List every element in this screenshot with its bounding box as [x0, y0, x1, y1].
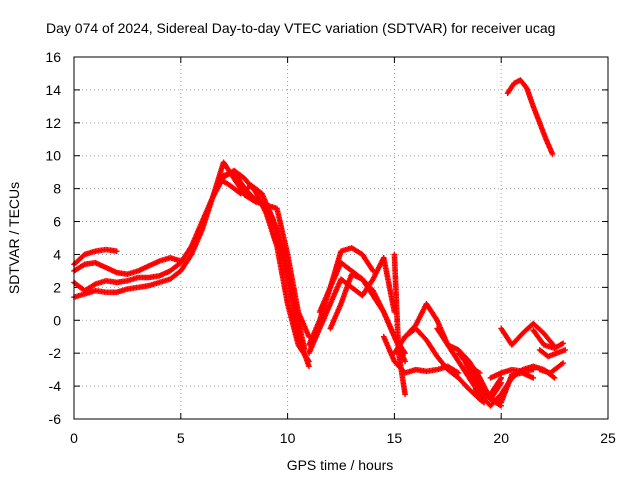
data-point — [560, 360, 566, 366]
data-point — [498, 380, 504, 386]
series-track-z — [536, 360, 566, 376]
data-point — [402, 358, 408, 365]
series-track-x — [530, 327, 566, 352]
y-tick-label: 4 — [53, 246, 61, 262]
data-point — [480, 398, 486, 405]
series-track-f — [216, 175, 308, 353]
plot-frame — [73, 56, 609, 420]
x-tick-label: 5 — [177, 430, 185, 446]
series-track-d — [71, 159, 312, 370]
y-tick-label: -4 — [49, 378, 62, 394]
data-point — [559, 361, 565, 367]
data-point — [306, 363, 312, 370]
axis-ticks: 0 5 10 15 20 25 -6 -4 -2 0 2 4 6 8 10 12 14 16 — [45, 49, 616, 446]
x-tick-label: 10 — [280, 430, 296, 446]
y-axis-label: SDTVAR / TECUs — [6, 182, 22, 294]
y-tick-label: 6 — [53, 214, 61, 230]
data-point — [481, 391, 487, 398]
data-point — [560, 340, 566, 347]
y-tick-label: 8 — [53, 181, 61, 197]
x-tick-label: 25 — [600, 430, 616, 446]
data-point — [530, 366, 537, 373]
data-point — [481, 399, 487, 406]
data-point — [402, 391, 408, 398]
y-tick-label: 12 — [45, 115, 61, 131]
data-marks — [71, 77, 569, 409]
data-point — [549, 151, 556, 157]
y-tick-label: 10 — [45, 148, 61, 164]
y-tick-label: 2 — [53, 279, 61, 295]
series-track-v — [464, 358, 487, 398]
y-tick-label: 0 — [53, 312, 61, 328]
y-tick-label: 16 — [45, 49, 61, 65]
series-track-w — [498, 320, 558, 350]
series-track-y — [536, 347, 569, 360]
data-point — [530, 375, 537, 381]
series-track-n — [391, 325, 504, 403]
series-track-r — [472, 386, 487, 406]
series-track-top — [504, 77, 556, 157]
y-tick-label: -2 — [49, 345, 62, 361]
data-point — [113, 248, 120, 254]
data-point — [498, 375, 504, 381]
data-point — [562, 347, 569, 353]
series-track-l — [380, 333, 462, 376]
series-track-m — [402, 301, 558, 409]
chart-grid — [74, 57, 608, 419]
x-axis-label: GPS time / hours — [287, 457, 394, 473]
data-point — [551, 375, 558, 381]
y-tick-label: 14 — [45, 82, 61, 98]
chart-title: Day 074 of 2024, Sidereal Day-to-day VTE… — [46, 20, 555, 36]
data-point — [455, 370, 462, 376]
x-tick-label: 0 — [70, 430, 78, 446]
data-point — [301, 347, 308, 353]
y-tick-label: -6 — [49, 411, 62, 427]
data-point — [477, 370, 483, 376]
x-tick-label: 15 — [387, 430, 403, 446]
data-point — [402, 350, 408, 356]
x-tick-label: 20 — [493, 430, 509, 446]
